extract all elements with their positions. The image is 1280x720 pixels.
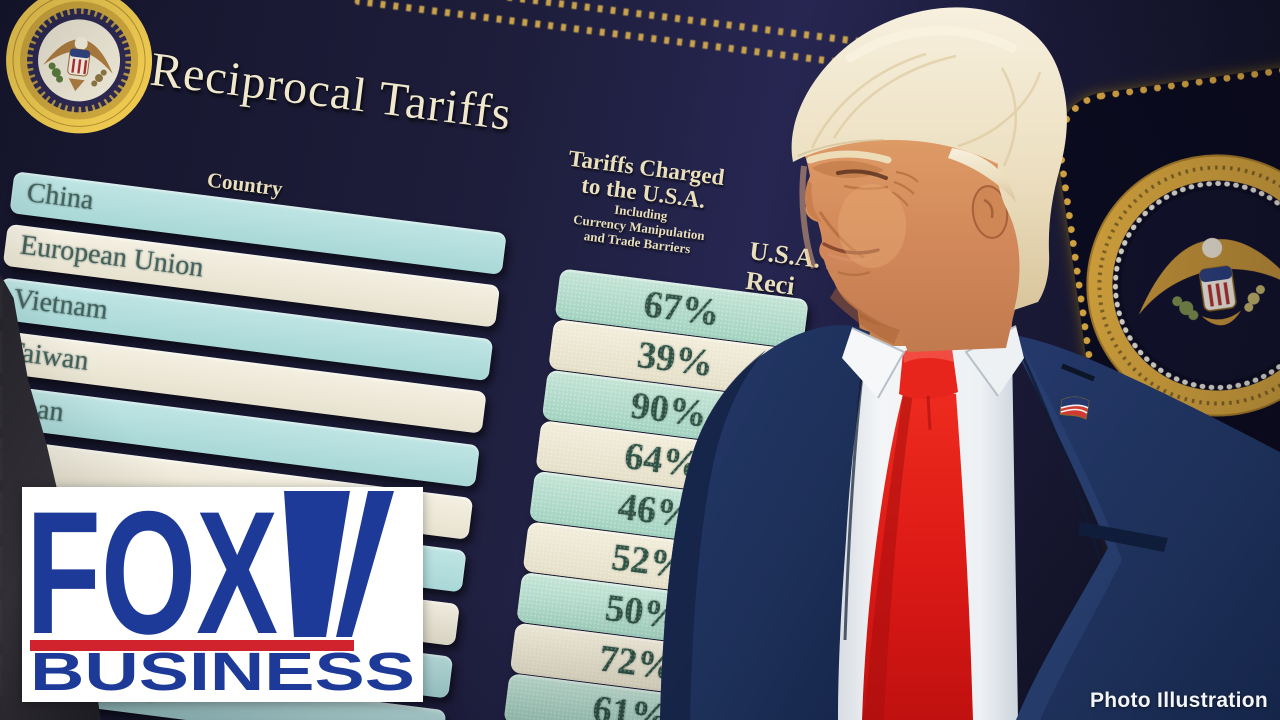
flag-pin-icon (1059, 396, 1090, 420)
logo-red-bar (30, 640, 354, 651)
presidential-seal (1086, 154, 1280, 417)
fox-business-logo: FOX BUSINESS (22, 487, 423, 702)
suit-jacket (660, 325, 1280, 720)
hair (791, 7, 1067, 311)
photo-illustration-caption: Photo Illustration (1089, 689, 1268, 712)
ear (971, 185, 1009, 239)
reciprocal-tariffs-board: Reciprocal Tariffs Country Tariffs Charg… (0, 0, 992, 720)
trump-head (791, 7, 1067, 352)
presidential-seal (6, 0, 153, 134)
face (802, 136, 1029, 352)
fox-searchlight-icon (284, 491, 394, 637)
business-wordmark: BUSINESS (30, 642, 415, 702)
lectern-panel (1050, 34, 1280, 655)
